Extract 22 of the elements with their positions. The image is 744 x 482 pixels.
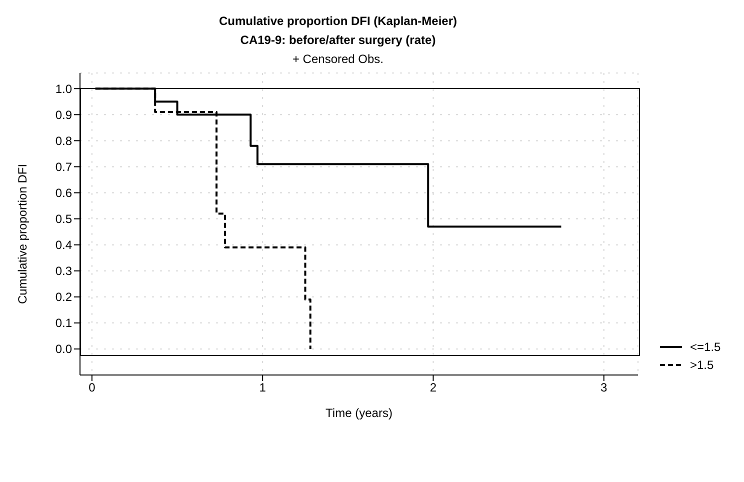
- x-tick-label: 2: [430, 380, 437, 395]
- x-tick-label: 0: [88, 380, 96, 395]
- y-tick-label: 1.0: [55, 82, 72, 96]
- chart-subtitle: CA19-9: before/after surgery (rate): [239, 32, 437, 49]
- x-tick-label: 3: [600, 380, 608, 395]
- y-tick-label: 0.1: [55, 316, 72, 330]
- y-tick-label: 0.6: [55, 186, 72, 200]
- chart-title: Cumulative proportion DFI (Kaplan-Meier): [218, 13, 458, 30]
- y-tick-label: 0.8: [55, 134, 72, 148]
- y-tick-label: 0.9: [55, 108, 72, 122]
- x-tick-label: 1: [259, 380, 266, 395]
- y-tick-label: 0.4: [55, 238, 72, 252]
- y-tick-label: 0.7: [55, 160, 72, 174]
- y-tick-label: 0.0: [55, 342, 72, 356]
- legend-label: <=1.5: [690, 340, 721, 354]
- y-tick-label: 0.5: [55, 212, 72, 226]
- text: + Censored Obs.: [291, 51, 385, 68]
- y-axis-title: Cumulative proportion DFI: [15, 164, 30, 304]
- y-tick-label: 0.2: [55, 290, 72, 304]
- y-tick-label: 0.3: [55, 264, 72, 278]
- x-axis-title: Time (years): [326, 406, 392, 420]
- legend-label: >1.5: [690, 358, 714, 372]
